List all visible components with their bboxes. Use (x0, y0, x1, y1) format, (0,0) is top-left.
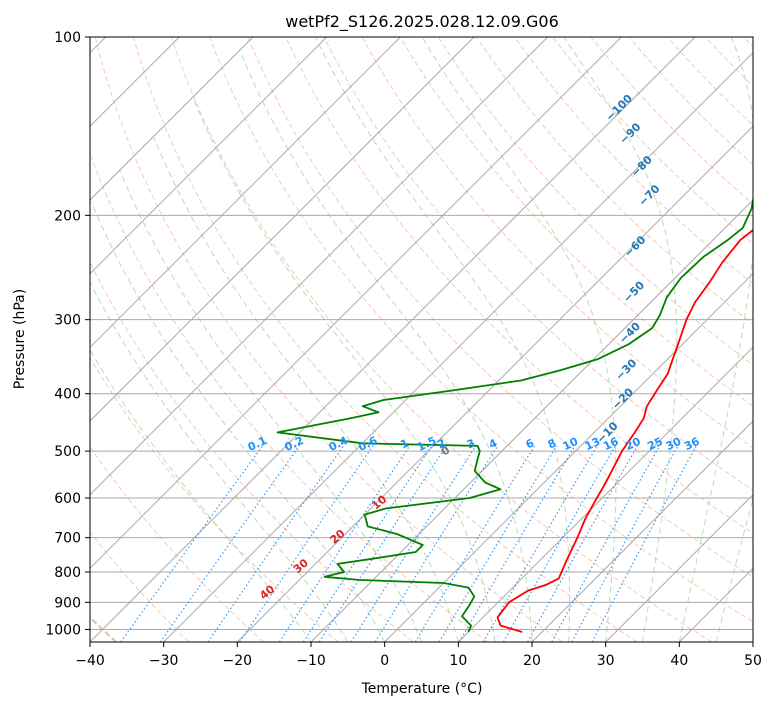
dry-adiabat-label: −100 (603, 92, 635, 124)
dry-adiabat (705, 37, 775, 642)
chart-title: wetPf2_S126.2025.028.12.09.G06 (285, 12, 559, 32)
dry-adiabat (133, 37, 637, 642)
moist-adiabat (120, 171, 422, 643)
dry-adiabat-label: −20 (610, 385, 637, 412)
x-tick-label: 10 (449, 653, 467, 669)
moist-adiabat-label: 10 (369, 492, 389, 512)
mixing-ratio-line (121, 446, 263, 642)
mixing-ratio-label: 25 (645, 435, 664, 453)
mixing-ratio-line (504, 446, 616, 642)
y-tick-label: 300 (54, 313, 81, 329)
dry-adiabat (0, 37, 338, 642)
moist-adiabat-label: 40 (257, 582, 277, 602)
x-tick-label: 20 (523, 653, 541, 669)
mixing-ratio-line (552, 446, 660, 642)
dry-adiabat-label: −50 (621, 278, 648, 305)
x-tick-label: −10 (296, 653, 326, 669)
x-tick-label: 0 (380, 653, 389, 669)
x-tick-label: −30 (149, 653, 179, 669)
mixing-ratio-label: 3 (465, 436, 477, 451)
moist-adiabat (194, 101, 495, 643)
mixing-ratio-label: 10 (561, 435, 581, 453)
isotherm (385, 37, 775, 642)
dry-adiabat (744, 37, 775, 642)
mixing-ratio-label: 30 (664, 435, 684, 453)
isotherm (753, 37, 775, 642)
moist-adiabat-label: 30 (291, 556, 311, 576)
mixing-ratio-label: 6 (524, 436, 537, 451)
y-tick-label: 900 (54, 595, 81, 611)
dry-adiabat (667, 37, 775, 642)
moist-adiabat (716, 37, 775, 642)
isotherm (311, 37, 775, 642)
isotherm (164, 37, 769, 642)
y-tick-label: 800 (54, 565, 81, 581)
moist-adiabat (65, 228, 348, 642)
x-axis-label: Temperature (°C) (361, 681, 483, 697)
dry-adiabat-label: −80 (628, 153, 655, 180)
mixing-ratio-line (459, 446, 575, 642)
mixing-ratio-line (592, 446, 696, 642)
y-tick-label: 400 (54, 387, 81, 403)
mixing-ratio-line (160, 446, 299, 642)
dry-adiabat (553, 37, 775, 642)
x-tick-label: 40 (670, 653, 688, 669)
y-axis-label: Pressure (hPa) (12, 289, 28, 389)
dry-adiabat (0, 37, 263, 642)
moist-adiabat (91, 202, 384, 642)
mixing-ratio-label: 4 (487, 436, 500, 451)
x-tick-label: −40 (75, 653, 105, 669)
y-tick-label: 500 (54, 444, 81, 460)
isotherm (458, 37, 775, 642)
isotherm (16, 37, 621, 642)
dry-adiabat-label: −60 (622, 233, 649, 260)
isotherm (237, 37, 775, 642)
mixing-ratio-label: 20 (623, 435, 643, 453)
moist-adiabat (316, 37, 570, 642)
isotherm (0, 37, 327, 642)
y-tick-label: 200 (54, 208, 81, 224)
x-tick-label: 30 (597, 653, 615, 669)
isotherm (90, 37, 695, 642)
y-tick-label: 1000 (45, 622, 81, 638)
x-tick-label: −20 (223, 653, 253, 669)
y-tick-label: 600 (54, 491, 81, 507)
y-tick-label: 100 (54, 30, 81, 46)
mixing-ratio-line (415, 446, 534, 642)
dry-adiabat (438, 37, 775, 642)
mixing-ratio-line (303, 446, 431, 642)
moist-adiabat (679, 37, 757, 642)
mixing-ratio-label: 8 (546, 436, 558, 451)
moist-adiabat (240, 52, 532, 642)
plot-frame (90, 37, 753, 642)
dry-adiabat-label: −30 (613, 356, 640, 383)
dry-adiabat (57, 37, 488, 642)
x-tick-label: 50 (744, 653, 762, 669)
isotherm (0, 37, 253, 642)
dry-adiabat (19, 37, 413, 642)
moist-adiabat-label: 20 (328, 527, 348, 547)
dry-adiabat (0, 37, 189, 642)
y-tick-label: 700 (54, 531, 81, 547)
mixing-ratio-line (240, 446, 373, 642)
isotherm (0, 37, 474, 642)
mixing-ratio-line (528, 446, 638, 642)
dry-adiabat-label: −70 (636, 182, 663, 209)
mixing-ratio-line (279, 446, 409, 642)
mixing-ratio-label: 36 (682, 435, 702, 453)
dry-adiabat-label: −40 (617, 320, 644, 347)
isotherm (679, 37, 775, 642)
